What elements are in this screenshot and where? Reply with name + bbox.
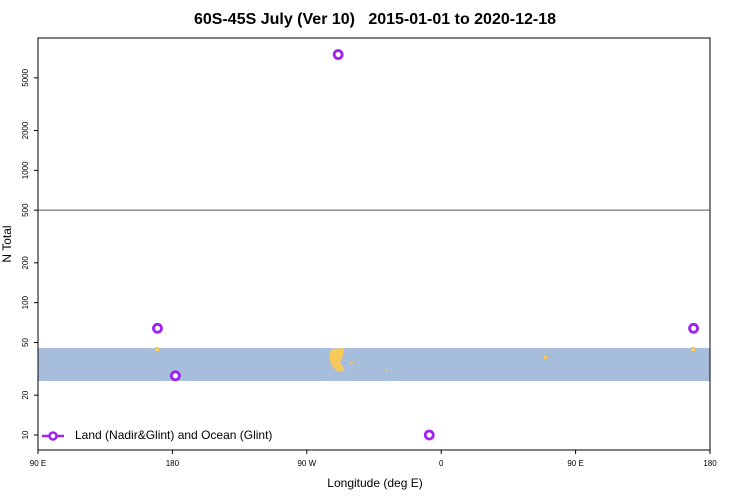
land bbox=[155, 347, 695, 372]
y-tick-label: 1000 bbox=[21, 161, 30, 179]
point bbox=[169, 370, 181, 382]
x-tick-label: 180 bbox=[166, 459, 180, 468]
x-tick-label: 90 E bbox=[567, 459, 583, 468]
point bbox=[423, 429, 435, 441]
y-tick-label: 20 bbox=[21, 390, 30, 399]
y-tick-label: 5000 bbox=[21, 68, 30, 86]
land-dot bbox=[691, 347, 695, 351]
y-tick-label: 200 bbox=[21, 256, 30, 270]
y-axis-label: N Total bbox=[0, 225, 14, 262]
x-axis-label: Longitude (deg E) bbox=[327, 476, 422, 490]
band-layer bbox=[38, 348, 710, 381]
land-dot bbox=[155, 347, 159, 351]
x-tick-label: 180 bbox=[703, 459, 717, 468]
point bbox=[152, 322, 163, 334]
legend-marker bbox=[48, 431, 58, 441]
land-shape bbox=[329, 348, 345, 372]
y-tick-label: 50 bbox=[21, 337, 30, 346]
band bbox=[38, 348, 710, 381]
plot-frame bbox=[37, 37, 711, 451]
land-dot bbox=[386, 369, 388, 371]
y-tick-label: 10 bbox=[21, 430, 30, 439]
land-dot bbox=[350, 362, 353, 364]
y-tick-label: 500 bbox=[21, 203, 30, 217]
legend-label: Land (Nadir&Glint) and Ocean (Glint) bbox=[75, 428, 272, 442]
land-dot bbox=[544, 356, 547, 359]
point bbox=[332, 49, 344, 60]
x-tick-label: 90 E bbox=[30, 459, 46, 468]
x-tick-label: 90 W bbox=[297, 459, 316, 468]
point bbox=[688, 322, 699, 334]
y-tick-label: 100 bbox=[21, 295, 30, 309]
y-tick-label: 2000 bbox=[21, 121, 30, 139]
x-tick-label: 0 bbox=[439, 459, 444, 468]
chart-title: 60S-45S July (Ver 10) 2015-01-01 to 2020… bbox=[194, 11, 556, 28]
